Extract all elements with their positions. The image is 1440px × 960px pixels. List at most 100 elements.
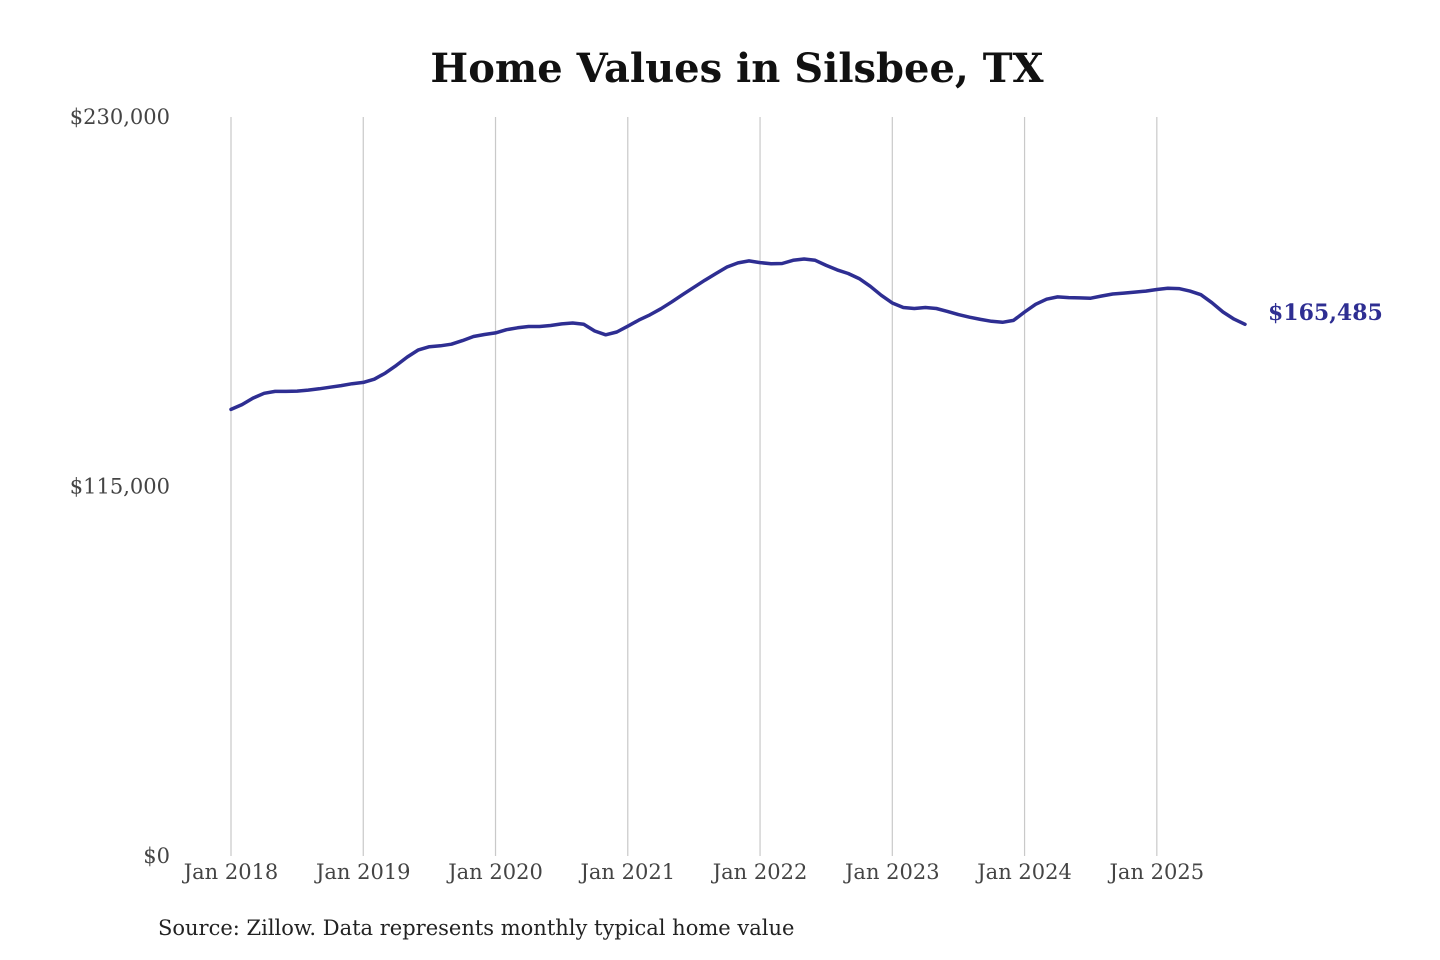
data-point	[307, 389, 310, 392]
data-point	[979, 318, 982, 321]
data-point	[681, 293, 684, 296]
data-point	[858, 277, 861, 280]
data-point	[251, 397, 254, 400]
data-point	[285, 390, 288, 393]
data-point	[1166, 287, 1169, 290]
data-point	[384, 372, 387, 375]
data-point	[240, 403, 243, 406]
data-point	[692, 286, 695, 289]
data-point	[582, 323, 585, 326]
data-point	[450, 343, 453, 346]
x-tick-label: Jan 2019	[314, 860, 411, 884]
data-point	[1232, 318, 1235, 321]
data-point	[836, 268, 839, 271]
data-point	[318, 387, 321, 390]
data-point	[549, 324, 552, 327]
data-point	[725, 265, 728, 268]
x-tick-label: Jan 2018	[182, 860, 279, 884]
series-layer	[229, 257, 1247, 412]
data-point	[1012, 319, 1015, 322]
data-point	[946, 310, 949, 313]
data-point	[296, 390, 299, 393]
data-point	[1045, 298, 1048, 301]
data-point	[670, 300, 673, 303]
x-tick-label: Jan 2022	[711, 860, 808, 884]
gridlines	[230, 117, 1158, 856]
data-point	[1067, 296, 1070, 299]
data-point	[483, 333, 486, 336]
data-point	[329, 386, 332, 389]
data-point	[274, 390, 277, 393]
data-point	[1221, 310, 1224, 313]
data-point	[1122, 292, 1125, 295]
data-point	[1078, 296, 1081, 299]
data-point	[814, 259, 817, 262]
data-point	[770, 262, 773, 265]
data-point	[395, 364, 398, 367]
data-point	[472, 335, 475, 338]
data-point	[538, 325, 541, 328]
data-point	[373, 378, 376, 381]
data-point	[1133, 291, 1136, 294]
data-point	[615, 330, 618, 333]
data-point	[968, 316, 971, 319]
y-tick-label: $115,000	[70, 475, 170, 499]
data-point	[1199, 293, 1202, 296]
data-point	[1056, 295, 1059, 298]
data-point	[406, 355, 409, 358]
data-point	[351, 382, 354, 385]
source-note: Source: Zillow. Data represents monthly …	[158, 916, 795, 940]
data-point	[847, 272, 850, 275]
data-point	[593, 329, 596, 332]
data-points	[229, 257, 1246, 411]
data-point	[1001, 321, 1004, 324]
data-point	[648, 313, 651, 316]
y-tick-label: $0	[143, 844, 170, 868]
data-point	[869, 285, 872, 288]
data-point	[957, 313, 960, 316]
data-point	[659, 307, 662, 310]
x-axis-ticks: Jan 2018 Jan 2019 Jan 2020 Jan 2021 Jan 2022…	[182, 860, 1204, 884]
data-point	[637, 319, 640, 322]
data-point	[626, 325, 629, 328]
data-point	[1177, 287, 1180, 290]
data-point	[1089, 297, 1092, 300]
data-point	[604, 333, 607, 336]
data-point	[461, 339, 464, 342]
data-point	[494, 331, 497, 334]
data-point	[560, 322, 563, 325]
data-point	[990, 320, 993, 323]
data-point	[439, 344, 442, 347]
x-tick-label: Jan 2020	[446, 860, 543, 884]
data-point	[417, 348, 420, 351]
data-point	[428, 345, 431, 348]
x-tick-label: Jan 2025	[1108, 860, 1205, 884]
data-point	[1155, 288, 1158, 291]
y-axis-ticks: $0 $115,000 $230,000	[70, 105, 170, 868]
data-point	[1188, 290, 1191, 293]
data-point	[891, 301, 894, 304]
data-point	[229, 408, 232, 411]
data-point	[935, 307, 938, 310]
data-point	[1144, 290, 1147, 293]
data-point	[913, 307, 916, 310]
x-tick-label: Jan 2024	[975, 860, 1072, 884]
data-point	[924, 306, 927, 309]
data-point	[340, 384, 343, 387]
data-point	[758, 261, 761, 264]
data-point	[781, 262, 784, 265]
data-point	[825, 264, 828, 267]
home-value-line	[229, 257, 1247, 412]
data-point	[263, 392, 266, 395]
data-point	[362, 381, 365, 384]
data-point	[714, 272, 717, 275]
data-point	[747, 259, 750, 262]
data-point	[505, 328, 508, 331]
data-point	[1023, 310, 1026, 313]
data-point	[792, 259, 795, 262]
data-point	[703, 279, 706, 282]
data-point	[1210, 301, 1213, 304]
data-point	[1243, 323, 1246, 326]
data-point	[902, 306, 905, 309]
x-tick-label: Jan 2023	[843, 860, 940, 884]
